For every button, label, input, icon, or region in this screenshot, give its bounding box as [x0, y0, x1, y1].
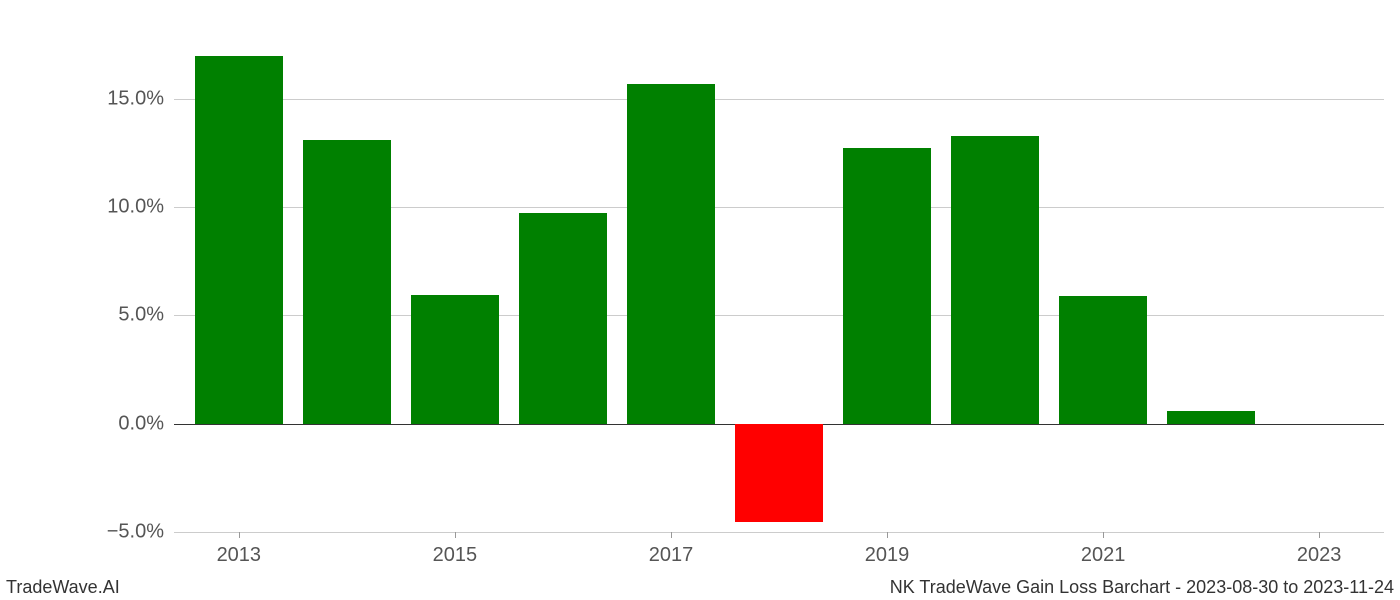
footer: TradeWave.AI NK TradeWave Gain Loss Barc…	[0, 568, 1400, 600]
footer-left-text: TradeWave.AI	[6, 577, 120, 598]
x-tick-label: 2017	[649, 532, 694, 567]
bar	[1167, 411, 1256, 424]
bar	[303, 140, 392, 424]
bar	[519, 213, 608, 424]
bar	[627, 84, 716, 424]
y-grid-line	[174, 532, 1384, 533]
y-tick-label: 5.0%	[118, 304, 174, 327]
bar	[195, 56, 284, 424]
y-tick-label: −5.0%	[107, 521, 174, 544]
y-grid-line	[174, 99, 1384, 100]
x-tick-label: 2021	[1081, 532, 1126, 567]
y-tick-label: 10.0%	[107, 196, 174, 219]
x-tick-label: 2015	[433, 532, 478, 567]
bar	[1059, 296, 1148, 424]
y-tick-label: 15.0%	[107, 87, 174, 110]
y-tick-label: 0.0%	[118, 412, 174, 435]
bar	[735, 424, 824, 523]
x-tick-label: 2023	[1297, 532, 1342, 567]
bar	[843, 148, 932, 424]
plot-area: −5.0%0.0%5.0%10.0%15.0%20132015201720192…	[174, 34, 1384, 532]
chart-container: −5.0% 0.0% 5.0% 10.0% 15.0% 2013 2015 2017 2019 2…	[0, 0, 1400, 600]
footer-right-text: NK TradeWave Gain Loss Barchart - 2023-0…	[890, 577, 1394, 598]
bar	[411, 295, 500, 424]
bar	[951, 136, 1040, 424]
x-tick-label: 2019	[865, 532, 910, 567]
x-tick-label: 2013	[217, 532, 262, 567]
